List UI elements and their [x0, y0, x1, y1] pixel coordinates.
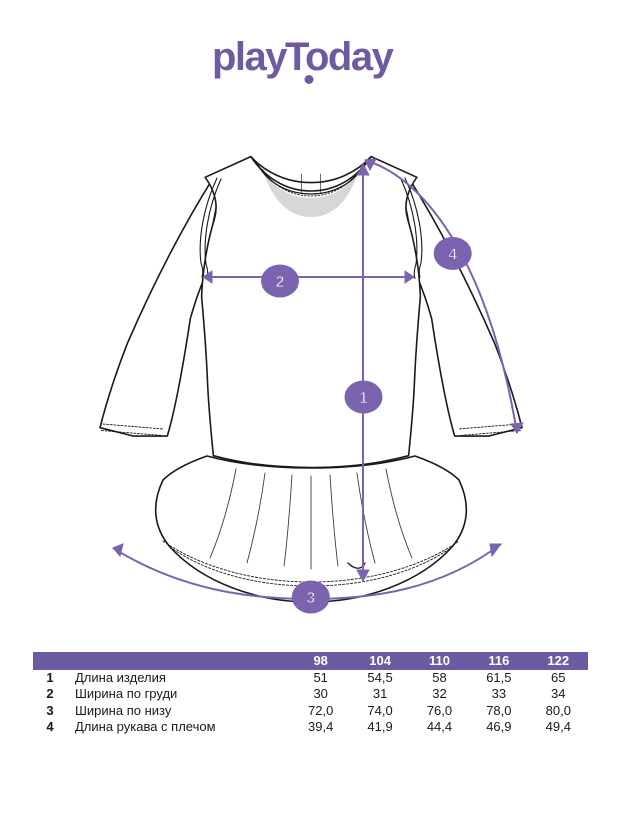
- svg-text:3: 3: [306, 590, 315, 607]
- svg-text:1: 1: [359, 390, 368, 407]
- svg-text:2: 2: [276, 274, 285, 291]
- svg-text:4: 4: [448, 246, 457, 263]
